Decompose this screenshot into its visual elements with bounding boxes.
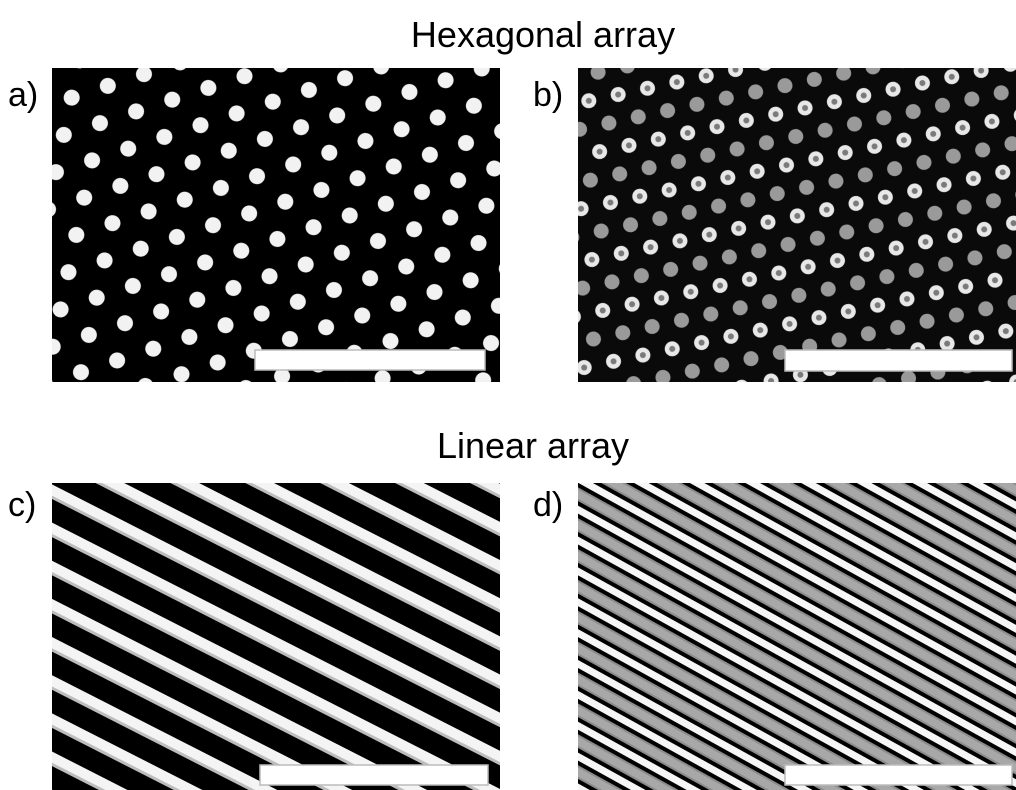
panel-label: d) [533, 486, 563, 524]
micrograph [578, 483, 1016, 790]
scale-bar [785, 350, 1012, 371]
scale-bar [785, 765, 1012, 785]
panel-label: b) [533, 76, 563, 114]
section-title: Hexagonal array [411, 14, 675, 55]
micrograph [578, 68, 1016, 382]
micrograph [52, 483, 500, 790]
panel-label: c) [8, 486, 36, 524]
scale-bar [255, 350, 485, 370]
figure: Hexagonal array a) b) Linear array c) d) [0, 0, 1016, 790]
scale-bar [260, 765, 488, 785]
panel-label: a) [8, 76, 38, 114]
micrograph [52, 68, 500, 382]
section-title: Linear array [437, 425, 629, 466]
